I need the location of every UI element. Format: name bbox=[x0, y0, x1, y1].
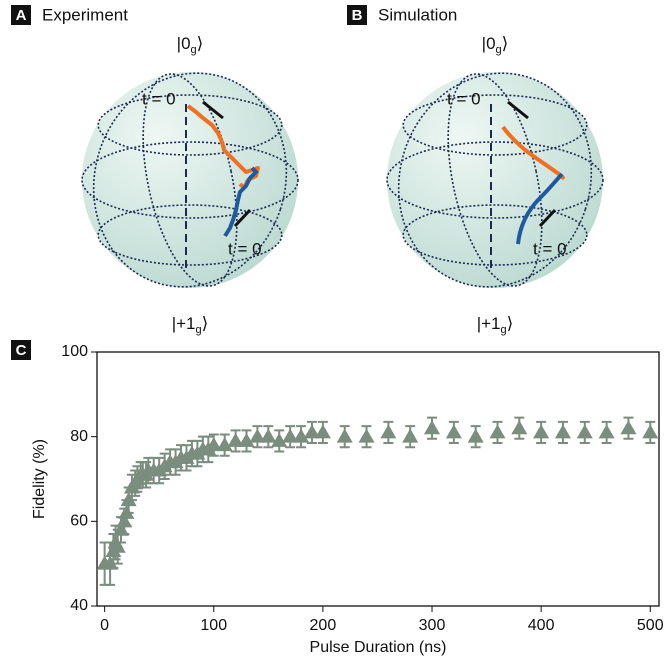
marker bbox=[358, 428, 375, 443]
trajectory-blue bbox=[223, 166, 258, 238]
x-tick-label: 500 bbox=[637, 617, 664, 634]
panel-letter: C bbox=[16, 342, 27, 359]
plot-frame bbox=[96, 351, 660, 607]
ket-part: g bbox=[496, 44, 502, 56]
marker bbox=[554, 424, 571, 439]
panel-title: Simulation bbox=[378, 5, 457, 24]
arrow bbox=[507, 100, 529, 120]
marker bbox=[576, 424, 593, 439]
panel-letter: A bbox=[16, 7, 27, 24]
x-tick-label: 200 bbox=[310, 617, 337, 634]
ket-part: g bbox=[501, 324, 507, 336]
marker bbox=[260, 428, 277, 443]
y-axis-label: Fidelity (%) bbox=[31, 439, 48, 519]
arrow bbox=[202, 100, 224, 120]
bloch-spheres bbox=[81, 72, 604, 288]
meridian bbox=[92, 72, 288, 288]
latitude bbox=[97, 204, 283, 266]
marker bbox=[314, 424, 331, 439]
ket-part: |+1 bbox=[477, 314, 501, 333]
ket-part: ⟩ bbox=[202, 314, 209, 333]
meridian bbox=[142, 73, 238, 287]
x-tick-label: 100 bbox=[200, 617, 227, 634]
marker bbox=[402, 428, 419, 443]
trajectory-orange bbox=[501, 125, 565, 180]
marker bbox=[205, 437, 222, 452]
panel-letter-box bbox=[347, 5, 367, 25]
sphere bbox=[387, 72, 603, 288]
marker bbox=[489, 424, 506, 439]
ket-part: ⟩ bbox=[502, 34, 509, 53]
ket-part: |0 bbox=[177, 34, 191, 53]
marker bbox=[467, 428, 484, 443]
meridian bbox=[397, 72, 593, 288]
start-label: t = 0 bbox=[533, 239, 567, 258]
ket-part: g bbox=[191, 44, 197, 56]
panel-letter: B bbox=[352, 7, 363, 24]
ket-label: |0g⟩ bbox=[177, 34, 204, 55]
ket-part: |+1 bbox=[172, 314, 196, 333]
x-tick-label: 300 bbox=[419, 617, 446, 634]
arrow bbox=[233, 208, 252, 228]
marker bbox=[336, 428, 353, 443]
ket-part: ⟩ bbox=[507, 314, 514, 333]
marker bbox=[109, 538, 126, 553]
latitude bbox=[402, 204, 588, 266]
marker bbox=[424, 420, 441, 435]
ket-label: |+1g⟩ bbox=[172, 314, 209, 335]
ket-label: |0g⟩ bbox=[482, 34, 509, 55]
y-tick-label: 60 bbox=[70, 513, 88, 530]
marker bbox=[116, 513, 133, 528]
marker bbox=[533, 424, 550, 439]
marker bbox=[598, 424, 615, 439]
meridian bbox=[447, 73, 543, 287]
marker bbox=[227, 432, 244, 447]
marker bbox=[445, 424, 462, 439]
marker bbox=[282, 428, 299, 443]
trajectory-blue bbox=[516, 172, 564, 245]
marker bbox=[249, 428, 266, 443]
panel-title: Experiment bbox=[42, 5, 128, 24]
arrow bbox=[538, 208, 557, 228]
x-tick-label: 0 bbox=[100, 617, 109, 634]
x-axis-label: Pulse Duration (ns) bbox=[310, 639, 447, 656]
marker bbox=[271, 432, 288, 447]
latitude bbox=[97, 94, 283, 156]
marker bbox=[642, 424, 659, 439]
y-tick-label: 80 bbox=[70, 428, 88, 445]
y-tick-label: 40 bbox=[70, 597, 88, 614]
panel-letter-box bbox=[11, 5, 31, 25]
start-label: t = 0 bbox=[142, 89, 176, 108]
marker bbox=[380, 424, 397, 439]
equator bbox=[81, 141, 299, 219]
x-tick-label: 400 bbox=[528, 617, 555, 634]
ket-label: |+1g⟩ bbox=[477, 314, 514, 335]
ket-part: ⟩ bbox=[197, 34, 204, 53]
start-label: t = 0 bbox=[228, 239, 262, 258]
marker bbox=[216, 437, 233, 452]
y-tick-label: 100 bbox=[61, 343, 88, 360]
latitude bbox=[402, 94, 588, 156]
equator bbox=[386, 141, 604, 219]
marker bbox=[238, 432, 255, 447]
start-label: t = 0 bbox=[447, 89, 481, 108]
marker bbox=[511, 420, 528, 435]
ket-part: |0 bbox=[482, 34, 496, 53]
marker bbox=[303, 424, 320, 439]
panel-letter-box bbox=[11, 340, 31, 360]
marker bbox=[620, 420, 637, 435]
marker bbox=[293, 428, 310, 443]
sphere bbox=[82, 72, 298, 288]
ket-part: g bbox=[196, 324, 202, 336]
